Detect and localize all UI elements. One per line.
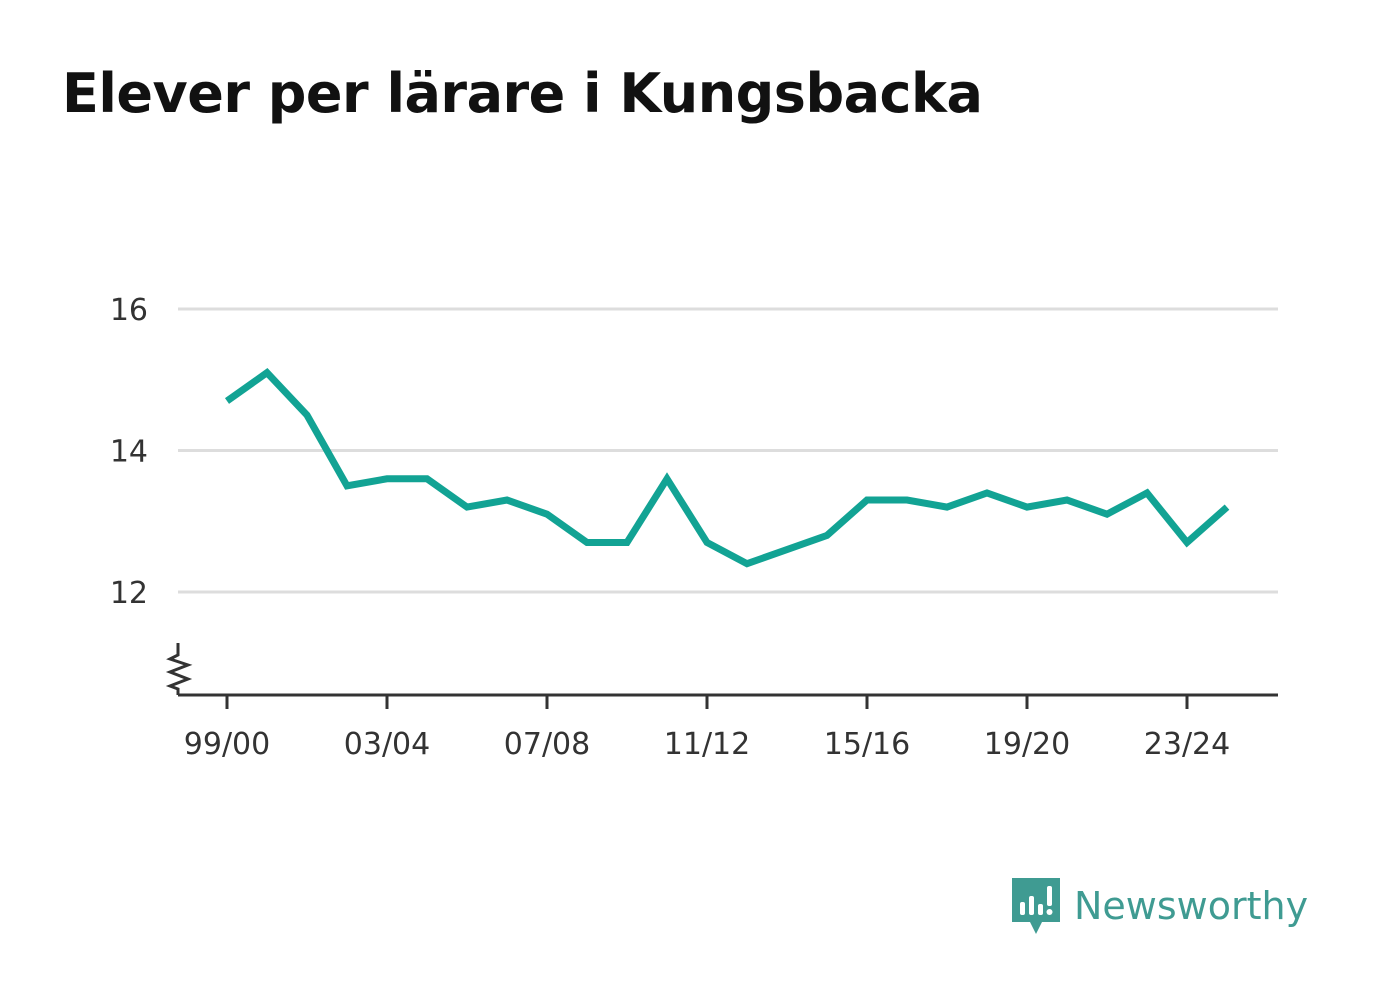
- brand-name: Newsworthy: [1074, 884, 1309, 928]
- x-tick-label: 03/04: [344, 727, 430, 762]
- x-tick-label: 07/08: [504, 727, 590, 762]
- x-tick-label: 19/20: [984, 727, 1070, 762]
- y-tick-label: 14: [110, 435, 148, 470]
- x-tick-label: 11/12: [664, 727, 750, 762]
- series-line: [224, 368, 1230, 568]
- x-tick-label: 99/00: [184, 727, 270, 762]
- chart-title: Elever per lärare i Kungsbacka: [62, 62, 983, 125]
- x-tick-label: 15/16: [824, 727, 910, 762]
- x-tick-label: 23/24: [1144, 727, 1230, 762]
- y-tick-label: 12: [110, 576, 148, 611]
- axis-break-icon: [165, 643, 193, 695]
- brand-logo[interactable]: Newsworthy: [1010, 876, 1308, 936]
- newsworthy-logo-icon: [1012, 878, 1060, 934]
- y-tick-label: 16: [110, 293, 148, 328]
